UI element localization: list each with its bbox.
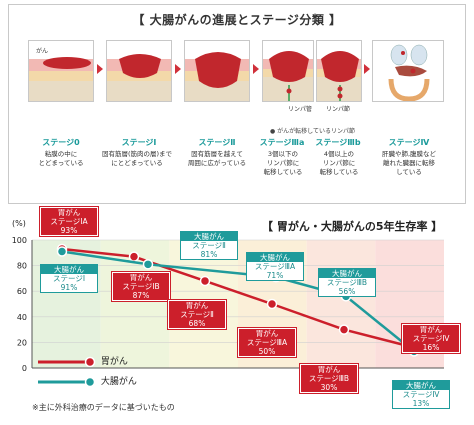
callout-text: ステージⅢB	[326, 278, 368, 287]
gastric-data-label: 胃がん ステージⅡ 68%	[168, 300, 226, 329]
callout-text: 56%	[338, 287, 356, 296]
stage2-label: ステージⅡ	[198, 138, 236, 147]
lymph-metastasis-legend: ● がんが転移しているリンパ節	[270, 128, 355, 135]
callout-text: 胃がん	[317, 365, 341, 374]
callout-text: 胃がん	[129, 273, 153, 282]
callout-text: ステージⅣ	[412, 334, 450, 343]
gastric-series-line	[61, 247, 415, 349]
callout-text: 胃がん	[57, 208, 81, 217]
stage3b-desc: 4個以上の リンパ節に 転移している	[319, 150, 359, 176]
colorectal-data-label: 大腸がん ステージⅣ 13%	[392, 380, 450, 409]
colorectal-data-point	[56, 246, 68, 257]
stage-band	[306, 240, 376, 368]
gastric-data-label: 胃がん ステージⅠA 93%	[40, 207, 98, 236]
stage2-illustration	[184, 40, 250, 102]
chart-title: 【 胃がん・大腸がんの5年生存率 】	[262, 220, 443, 233]
gastric-data-label: 胃がん ステージⅢB 30%	[300, 364, 358, 393]
y-tick-label: 60	[17, 287, 27, 296]
colorectal-data-label: 大腸がん ステージⅢB 56%	[318, 268, 376, 297]
y-axis-label: (%)	[12, 219, 26, 228]
callout-text: 16%	[422, 343, 440, 352]
stage-diagram-panel: 【 大腸がんの進展とステージ分類 】	[8, 4, 466, 204]
stage3a-illustration	[262, 40, 314, 102]
callout-text: 30%	[320, 383, 338, 392]
stage4-illustration	[372, 40, 444, 102]
callout-text: 胃がん	[185, 301, 209, 310]
legend-colorectal-swatch	[38, 376, 96, 387]
callout-text: ステージⅣ	[402, 390, 440, 399]
callout-text: ステージⅠA	[50, 217, 88, 226]
gastric-data-label: 胃がん ステージⅢA 50%	[238, 328, 296, 357]
stage3a-desc: 3個以下の リンパ節に 転移している	[263, 150, 303, 176]
stage1-desc: 固有筋層(筋肉の層)まで にとどまっている	[101, 150, 173, 167]
stage3a-label: ステージⅢa	[259, 138, 305, 147]
legend-gastric-label: 胃がん	[100, 357, 128, 367]
callout-text: 大腸がん	[41, 265, 97, 274]
stage2-desc: 固有筋層を越えて 周囲に広がっている	[187, 150, 247, 167]
stage0-label: ステージ0	[42, 138, 80, 147]
stage3b-illustration	[316, 40, 362, 102]
legend-gastric-swatch	[38, 356, 96, 367]
colorectal-data-label: 大腸がん ステージⅠ 91%	[40, 264, 98, 293]
stage1-illustration	[106, 40, 172, 102]
callout-text: 81%	[200, 250, 218, 259]
callout-text: 大腸がん	[393, 381, 449, 390]
colorectal-data-point	[142, 259, 154, 270]
legend-colorectal-label: 大腸がん	[100, 377, 137, 387]
cancer-label: がん	[36, 48, 49, 55]
callout-text: ステージⅢB	[308, 374, 350, 383]
callout-text: ステージⅠ	[52, 274, 86, 283]
gastric-data-label: 胃がん ステージⅠB 87%	[112, 272, 170, 301]
y-tick-label: 80	[17, 262, 27, 271]
callout-text: 68%	[188, 319, 206, 328]
gastric-data-point	[199, 275, 211, 287]
callout-text: ステージⅡ	[180, 310, 214, 319]
stage4-label: ステージⅣ	[388, 138, 430, 147]
stage-band	[32, 240, 101, 368]
gastric-data-point	[266, 298, 278, 310]
callout-text: 胃がん	[255, 329, 279, 338]
y-tick-label: 40	[17, 313, 27, 322]
callout-text: 胃がん	[419, 325, 443, 334]
gastric-data-label: 胃がん ステージⅣ 16%	[402, 324, 460, 353]
arrow-right-icon	[97, 64, 103, 74]
arrow-right-icon	[253, 64, 259, 74]
callout-text: 87%	[132, 291, 150, 300]
colorectal-data-label: 大腸がん ステージⅡ 81%	[180, 231, 238, 260]
stage1-label: ステージⅠ	[121, 138, 157, 147]
arrow-right-icon	[364, 64, 370, 74]
callout-text: 大腸がん	[181, 232, 237, 241]
colorectal-data-label: 大腸がん ステージⅢA 71%	[246, 252, 304, 281]
legend-gastric: 胃がん	[38, 354, 128, 368]
callout-text: 13%	[412, 399, 430, 408]
diagram-title: 【 大腸がんの進展とステージ分類 】	[132, 13, 342, 27]
callout-text: ステージⅢA	[254, 262, 296, 271]
callout-text: 71%	[266, 271, 284, 280]
gastric-data-point	[128, 251, 140, 262]
y-tick-label: 100	[12, 236, 27, 245]
stage4-desc: 肝臓や肺,腹膜など 離れた臓器に転移 している	[381, 150, 437, 176]
callout-text: ステージⅢA	[246, 338, 288, 347]
arrow-right-icon	[175, 64, 181, 74]
chart-footnote: ※主に外科治療のデータに基づいたもの	[32, 403, 175, 412]
y-tick-label: 20	[17, 338, 27, 347]
stage3b-label: ステージⅢb	[315, 138, 361, 147]
callout-text: ステージⅠB	[122, 282, 160, 291]
stage0-illustration	[28, 40, 94, 102]
callout-text: 大腸がん	[247, 253, 303, 262]
gastric-data-point	[338, 324, 350, 335]
callout-text: 大腸がん	[319, 269, 375, 278]
stage0-desc: 粘膜の中に とどまっている	[38, 150, 84, 167]
y-tick-label: 0	[22, 364, 27, 373]
callout-text: 91%	[60, 283, 78, 292]
callout-text: 93%	[60, 226, 78, 235]
lymph-node-label: リンパ節	[326, 106, 351, 113]
callout-text: ステージⅡ	[192, 241, 226, 250]
legend-colorectal: 大腸がん	[38, 374, 137, 388]
callout-text: 50%	[258, 347, 276, 356]
lymph-duct-label: リンパ管	[288, 106, 313, 113]
